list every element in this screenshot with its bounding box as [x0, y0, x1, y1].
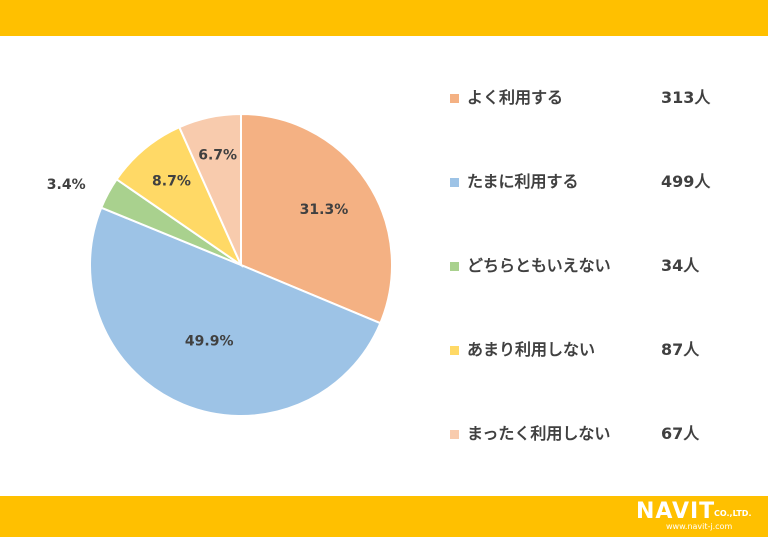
legend-item: たまに利用する 499人: [450, 168, 750, 252]
legend-swatch: [450, 94, 459, 103]
pie-slice: [240, 112, 393, 325]
legend-item: どちらともいえない 34人: [450, 252, 750, 336]
logo-url: www.navit-j.com: [666, 522, 733, 531]
bottom-band: [0, 496, 768, 537]
pie-slice: [177, 112, 242, 266]
legend-swatch: [450, 346, 459, 355]
logo-suffix: CO.,LTD.: [714, 509, 752, 518]
pie-slice: [115, 125, 244, 268]
legend-count: 34人: [661, 256, 700, 275]
legend-item: よく利用する 313人: [450, 84, 750, 168]
legend-label: よく利用する: [467, 88, 564, 107]
slice-percent-label: 49.9%: [185, 334, 234, 350]
logo-name: NAVIT: [636, 499, 716, 524]
legend-swatch: [450, 262, 459, 271]
pie-slice: [88, 206, 382, 418]
slice-percent-label: 31.3%: [300, 202, 349, 218]
legend-label: どちらともいえない: [467, 256, 611, 275]
slice-percent-label: 8.7%: [152, 173, 191, 189]
legend-label: まったく利用しない: [467, 424, 611, 443]
slice-percent-label: 6.7%: [198, 148, 237, 164]
navit-logo: NAVIT CO.,LTD. www.navit-j.com: [636, 501, 760, 533]
legend-label: あまり利用しない: [467, 340, 596, 359]
legend-item: まったく利用しない 67人: [450, 420, 750, 504]
legend-count: 499人: [661, 172, 711, 191]
legend-swatch: [450, 178, 459, 187]
legend-label: たまに利用する: [467, 172, 579, 191]
legend: よく利用する 313人 たまに利用する 499人 どちらともいえない 34人 あ…: [450, 84, 750, 504]
legend-count: 67人: [661, 424, 700, 443]
legend-swatch: [450, 430, 459, 439]
top-band: [0, 0, 768, 36]
legend-item: あまり利用しない 87人: [450, 336, 750, 420]
pie-chart: 31.3% 49.9% 3.4% 8.7% 6.7%: [47, 112, 393, 418]
legend-count: 313人: [661, 88, 711, 107]
slice-percent-label: 3.4%: [47, 177, 86, 193]
legend-count: 87人: [661, 340, 700, 359]
